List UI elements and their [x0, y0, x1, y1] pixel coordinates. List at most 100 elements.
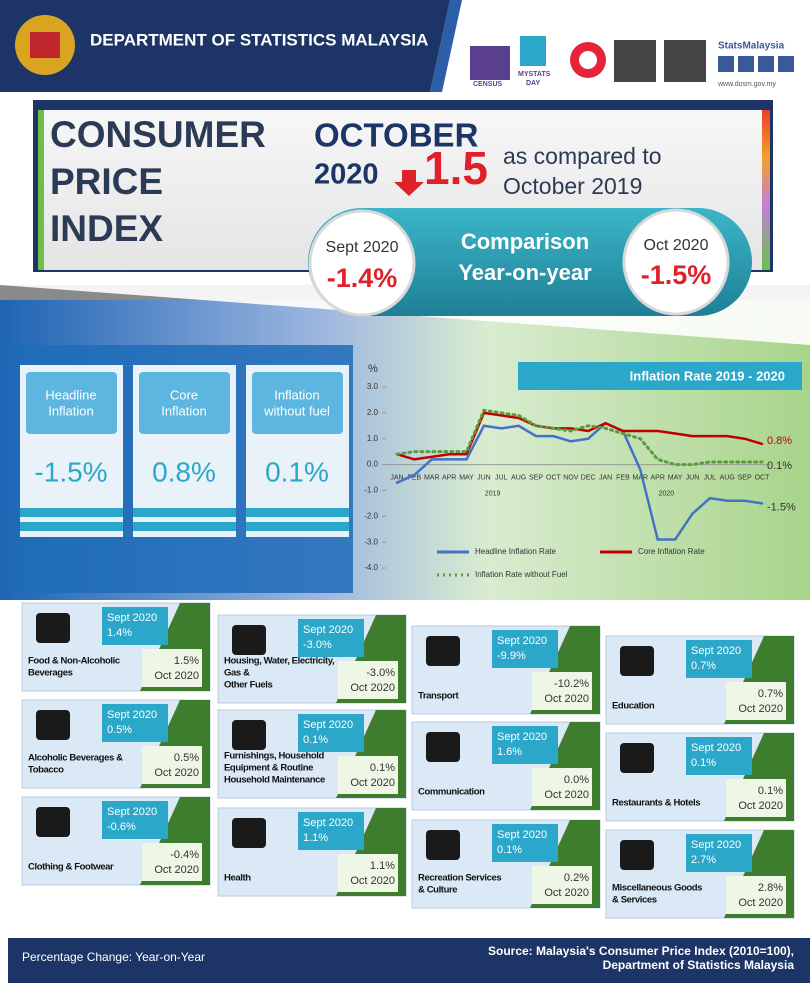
summary-value: 0.1% — [265, 456, 329, 487]
group-name: Miscellaneous Goods — [612, 883, 702, 894]
group-icon — [36, 613, 70, 643]
x-tick-label: SEP — [738, 474, 752, 481]
sept-label: Sept 2020 — [107, 806, 157, 818]
summary-stripe — [20, 522, 123, 531]
sept-label: Sept 2020 — [691, 645, 741, 657]
sept-value: 1.6% — [497, 746, 522, 758]
sept-value: -9.9% — [497, 650, 526, 662]
hero-title: INDEX — [50, 208, 163, 249]
hero-title: CONSUMER — [50, 114, 266, 155]
oct-label: Oct 2020 — [154, 767, 199, 779]
summary-stripe — [246, 508, 349, 517]
year-label: 2020 — [659, 490, 675, 497]
sept-value: -0.6% — [107, 821, 136, 833]
x-tick-label: JUL — [704, 474, 717, 481]
group-name: Recreation Services — [418, 873, 501, 884]
oct-label: Oct 2020 — [350, 777, 395, 789]
oct-label: Oct 2020 — [544, 693, 589, 705]
x-tick-label: MAR — [424, 474, 440, 481]
x-tick-label: SEP — [529, 474, 543, 481]
summary-stripe — [20, 508, 123, 517]
sept-value: 0.7% — [691, 660, 716, 672]
oct-value: 0.2% — [564, 872, 589, 884]
down-arrow — [394, 170, 424, 196]
oct-value: -10.2% — [554, 678, 589, 690]
oct-box — [726, 779, 786, 817]
sept-value: 2.7% — [691, 854, 716, 866]
comparison-right-label: Oct 2020 — [644, 237, 709, 254]
sept-label: Sept 2020 — [691, 742, 741, 754]
hero-value: 1.5 — [424, 142, 488, 194]
sept-label: Sept 2020 — [107, 612, 157, 624]
end-label: -1.5% — [767, 501, 796, 513]
mystats-logo — [520, 36, 546, 66]
right-circle — [622, 208, 730, 316]
mystats-text: MYSTATS — [518, 71, 551, 78]
sept-value: -3.0% — [303, 639, 332, 651]
group-icon — [36, 807, 70, 837]
group-name: Clothing & Footwear — [28, 862, 114, 873]
summary-label-box — [252, 372, 343, 434]
group-icon — [426, 830, 460, 860]
footer-bar — [8, 938, 810, 983]
end-label: 0.8% — [767, 435, 792, 447]
sept-value: 1.1% — [303, 832, 328, 844]
x-tick-label: DEC — [581, 474, 596, 481]
x-tick-label: JAN — [390, 474, 403, 481]
sept-box — [298, 714, 364, 752]
x-tick-label: FEB — [616, 474, 630, 481]
sept-label: Sept 2020 — [691, 839, 741, 851]
summary-label: Headline — [45, 387, 96, 402]
hero-year: 2020 — [314, 159, 379, 191]
summary-label: Core — [170, 387, 198, 402]
x-tick-label: JUN — [686, 474, 700, 481]
sept-value: 0.5% — [107, 724, 132, 736]
comparison-left-label: Sept 2020 — [326, 239, 399, 256]
sept-value: 0.1% — [691, 757, 716, 769]
oct-box — [338, 854, 398, 892]
oct-value: 0.1% — [370, 762, 395, 774]
group-name: Household Maintenance — [224, 775, 325, 786]
series-line — [395, 408, 764, 467]
sept-box — [102, 607, 168, 645]
oct-value: 1.5% — [174, 655, 199, 667]
oct-box — [726, 682, 786, 720]
group-name: Food & Non-Alcoholic — [28, 656, 120, 667]
oct-box — [142, 843, 202, 881]
left-circle — [308, 209, 416, 317]
x-tick-label: JUN — [477, 474, 491, 481]
oct-label: Oct 2020 — [544, 789, 589, 801]
oct-box — [338, 661, 398, 699]
summary-stripe — [133, 508, 236, 517]
oct-box — [532, 672, 592, 710]
group-icon — [426, 732, 460, 762]
hero-title: PRICE — [50, 161, 163, 202]
youtube-icon — [778, 56, 794, 72]
sept-box — [298, 812, 364, 850]
x-tick-label: AUG — [511, 474, 526, 481]
group-icon — [426, 636, 460, 666]
hero-left-bar — [38, 110, 44, 270]
y-tick-label: -2.0 — [364, 511, 378, 520]
sept-box — [102, 801, 168, 839]
summary-label-box — [26, 372, 117, 434]
oct-label: Oct 2020 — [738, 703, 783, 715]
oct-value: 0.1% — [758, 785, 783, 797]
oct-value: 0.7% — [758, 688, 783, 700]
summary-label: Inflation — [48, 403, 94, 418]
y-axis-label: % — [368, 363, 378, 375]
y-tick-label: -1.0 — [364, 486, 378, 495]
oct-value: 0.0% — [564, 774, 589, 786]
sept-box — [686, 640, 752, 678]
sept-label: Sept 2020 — [107, 709, 157, 721]
sept-label: Sept 2020 — [303, 624, 353, 636]
group-icon — [620, 646, 654, 676]
summary-value: 0.8% — [152, 456, 216, 487]
x-tick-label: OCT — [755, 474, 771, 481]
y-tick-label: 3.0 — [367, 382, 379, 391]
header-title: DEPARTMENT OF STATISTICS MALAYSIA — [90, 30, 428, 49]
group-name: Communication — [418, 787, 485, 798]
year-label: 2019 — [485, 490, 501, 497]
group-name: Alcoholic Beverages & — [28, 753, 123, 764]
